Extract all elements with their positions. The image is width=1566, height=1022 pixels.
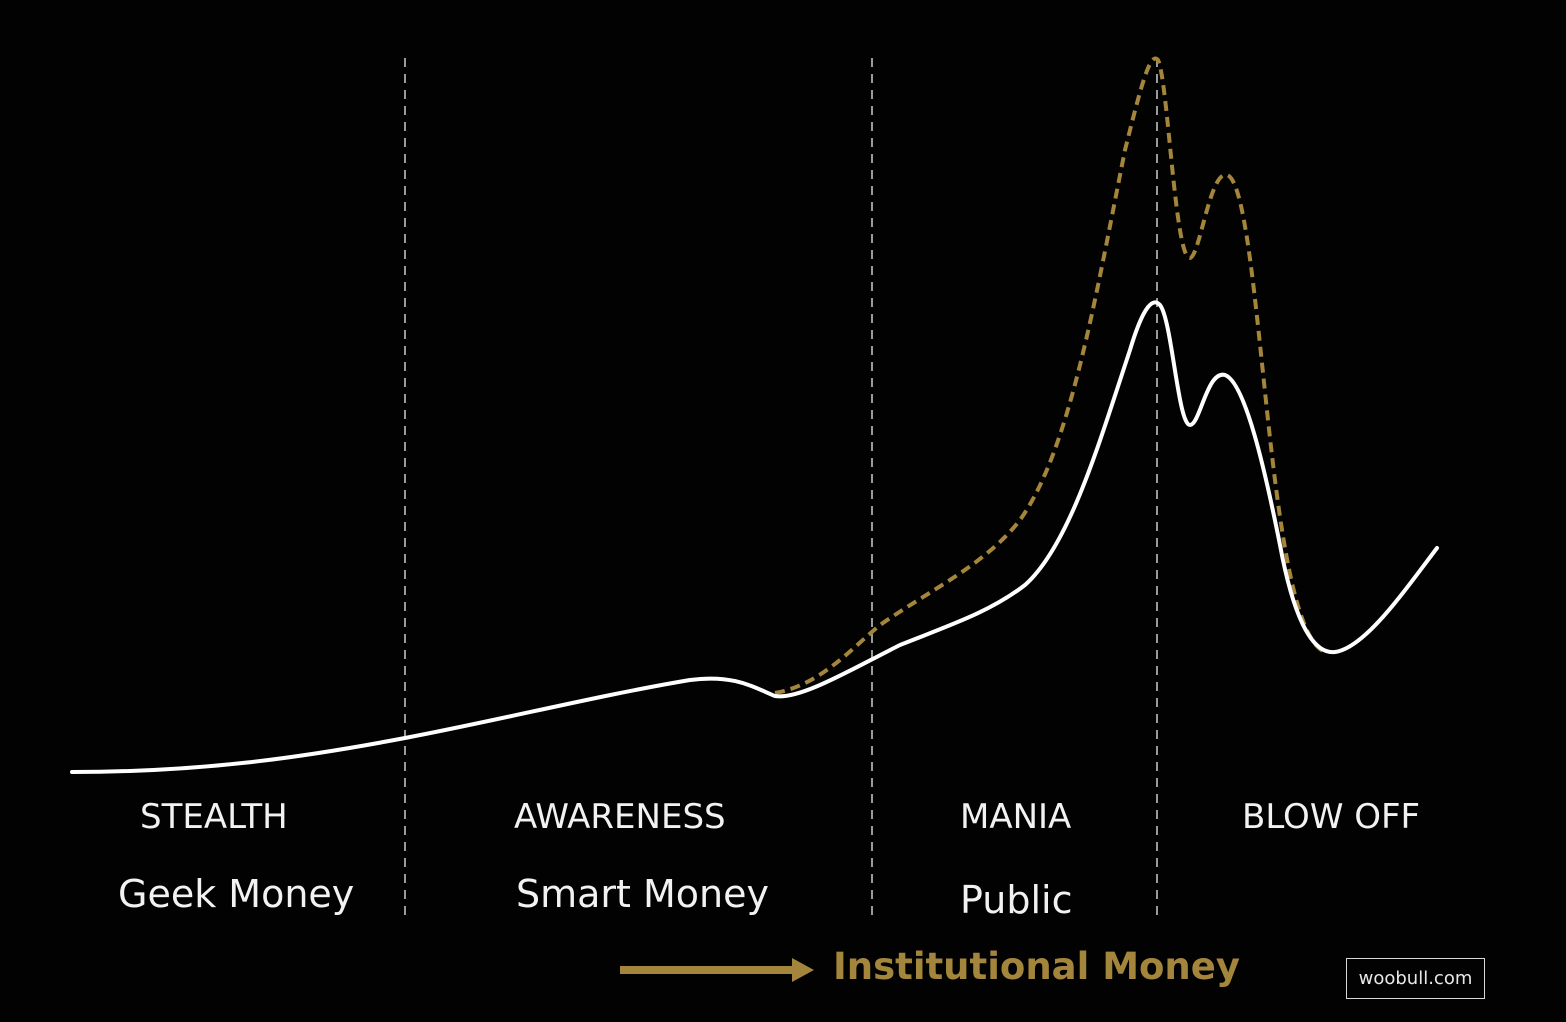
- phase-title-stealth: STEALTH: [140, 797, 288, 837]
- phase-participants-awareness: Smart Money: [516, 872, 770, 916]
- watermark-badge: woobull.com: [1346, 958, 1485, 999]
- institutional-money-curve: [774, 56, 1326, 695]
- watermark-text: woobull.com: [1358, 968, 1473, 989]
- phase-title-blow-off: BLOW OFF: [1242, 797, 1421, 837]
- phase-title-mania: MANIA: [960, 797, 1072, 837]
- phase-title-awareness: AWARENESS: [514, 797, 726, 837]
- phase-participants-mania: Public: [960, 878, 1073, 922]
- phase-participants-stealth: Geek Money: [118, 872, 355, 916]
- price-curve: [70, 300, 1439, 774]
- right-arrow-icon: [620, 958, 814, 982]
- institutional-money-label: Institutional Money: [833, 945, 1240, 988]
